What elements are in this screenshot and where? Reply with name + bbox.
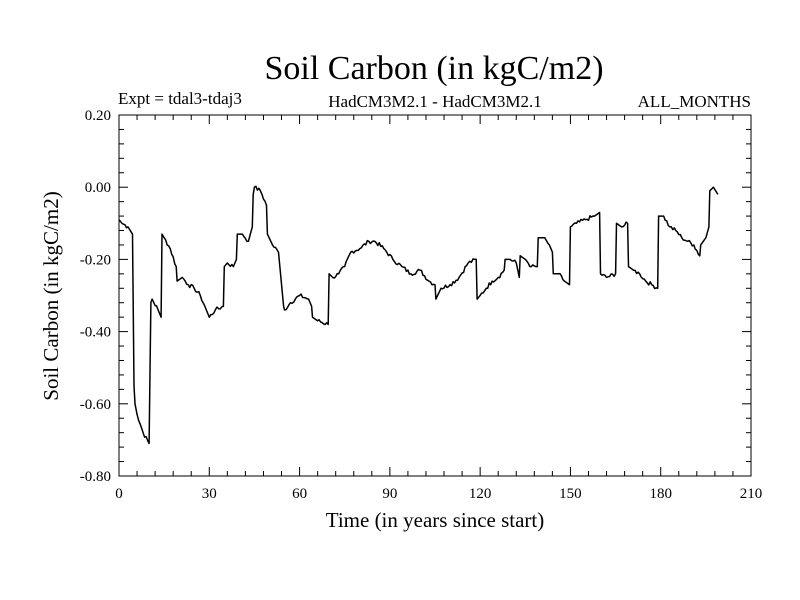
x-tick-label: 60 <box>292 486 307 502</box>
y-tick-label: -0.80 <box>80 469 111 485</box>
chart-subtitle-left: Expt = tdal3-tdaj3 <box>118 89 242 108</box>
y-tick-label: -0.20 <box>80 252 111 268</box>
axis-tick-labels: 0 30 60 90 120 150 180 210 0.20 0.00 -0.20 -0.40 -0.… <box>80 108 763 502</box>
y-tick-label: 0.00 <box>85 180 111 196</box>
x-tick-label: 210 <box>740 486 763 502</box>
x-tick-label: 150 <box>559 486 582 502</box>
x-tick-label: 0 <box>115 486 123 502</box>
series-line <box>118 185 719 445</box>
y-axis-label: Soil Carbon (in kgC/m2) <box>39 191 63 400</box>
y-tick-label: 0.20 <box>85 108 111 124</box>
x-tick-label: 90 <box>382 486 397 502</box>
x-axis-label: Time (in years since start) <box>326 508 545 532</box>
plot-frame <box>118 114 752 477</box>
x-tick-label: 180 <box>649 486 672 502</box>
x-tick-label: 120 <box>469 486 492 502</box>
y-tick-label: -0.40 <box>80 325 111 341</box>
y-tick-label: -0.60 <box>80 397 111 413</box>
chart-subtitle-center: HadCM3M2.1 - HadCM3M2.1 <box>328 92 541 111</box>
chart-subtitle-right: ALL_MONTHS <box>638 92 751 111</box>
x-tick-label: 30 <box>202 486 217 502</box>
chart-title: Soil Carbon (in kgC/m2) <box>264 50 603 87</box>
